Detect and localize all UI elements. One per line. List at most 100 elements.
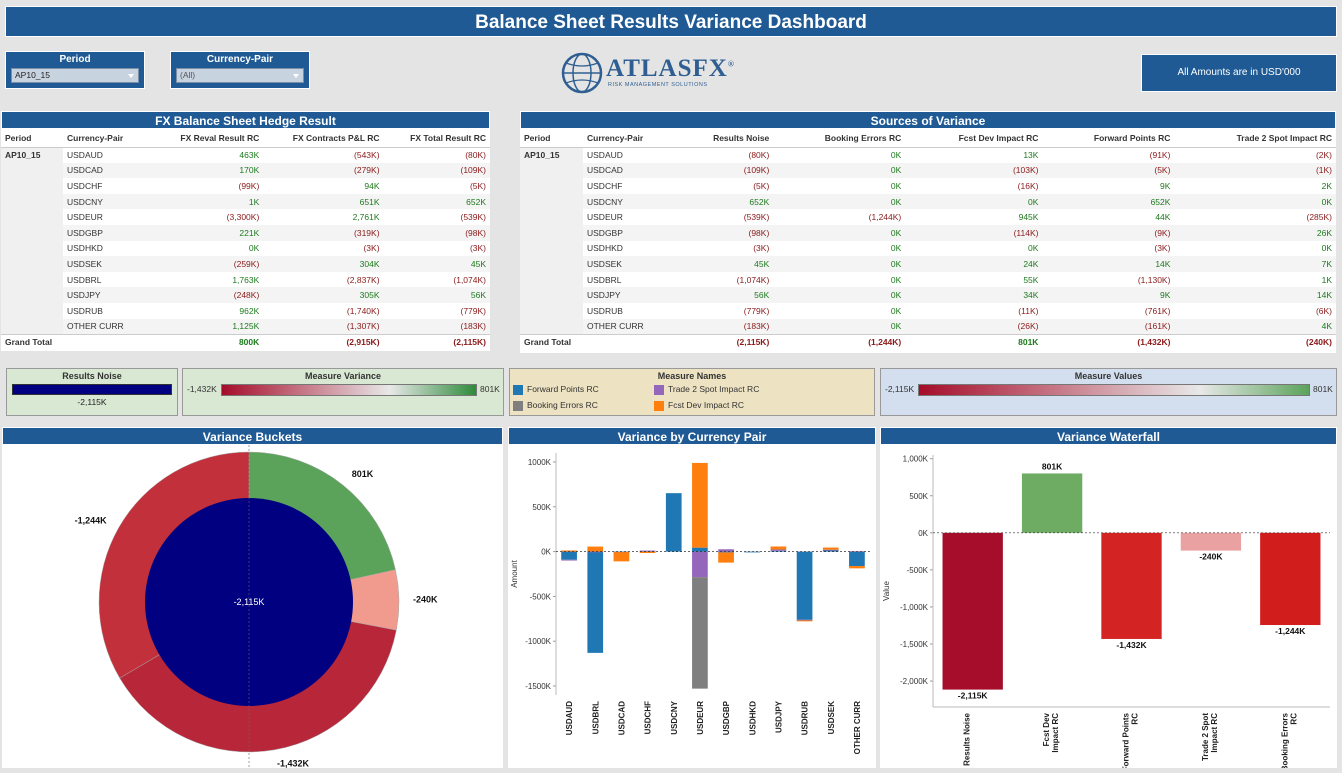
value-cell: 2K (1321, 180, 1332, 191)
grand-total-row[interactable]: Grand Total 800K (2,915K) (2,115K) (1, 333, 490, 350)
donut-slice-label: 801K (352, 469, 374, 479)
x-tick-label: Impact RC (1051, 713, 1060, 753)
measure-variance-gradient[interactable] (221, 384, 477, 396)
table-row[interactable]: USDJPY 56K 0K 34K 9K 14K (520, 287, 1336, 303)
legend-swatch (654, 384, 664, 395)
grand-total-value: 801K (905, 333, 1043, 350)
value-cell: (91K) (1149, 150, 1171, 161)
column-header[interactable]: Period (1, 129, 63, 148)
variance-buckets-panel: Variance Buckets 801K -240K -1,432K -1,244K… (2, 427, 503, 769)
value-cell: 651K (263, 193, 384, 210)
value-cell: 44K (1155, 212, 1171, 223)
bar-segment (665, 493, 682, 552)
bar-segment (822, 547, 839, 550)
x-tick-label: USDAUD (565, 701, 574, 735)
table-row[interactable]: USDHKD 0K (3K) (3K) (1, 241, 490, 257)
waterfall-value-label: -2,115K (958, 691, 989, 701)
currency-pair-filter-label: Currency-Pair (206, 54, 274, 65)
bar-segment (587, 551, 604, 653)
table-row[interactable]: USDGBP 221K (319K) (98K) (1, 224, 490, 241)
bar-segment (613, 552, 630, 562)
bar-segment (770, 546, 787, 550)
table-row[interactable]: USDEUR (3,300K) 2,761K (539K) (1, 209, 490, 225)
table-row[interactable]: USDBRL 1,763K (2,837K) (1,074K) (1, 272, 490, 288)
column-header[interactable]: FX Contracts P&L RC (263, 129, 384, 148)
table-row[interactable]: OTHER CURR 1,125K (1,307K) (183K) (1, 318, 490, 335)
table-row[interactable]: USDRUB 962K (1,740K) (779K) (1, 303, 490, 319)
table-row[interactable]: USDBRL (1,074K) 0K 55K (1,130K) 1K (520, 272, 1336, 288)
legend-item-fcst-dev[interactable]: Fcst Dev Impact RC (654, 400, 744, 411)
value-cell: (98K) (673, 224, 774, 241)
column-header[interactable]: Booking Errors RC (773, 129, 906, 148)
legend-item-label: Forward Points RC (527, 384, 599, 394)
column-header[interactable]: Results Noise (673, 129, 774, 148)
legend-item-trade-2-spot[interactable]: Trade 2 Spot Impact RC (654, 384, 759, 395)
table-row[interactable]: USDCAD (109K) 0K (103K) (5K) (1K) (520, 162, 1336, 179)
table-row[interactable]: AP10_15 USDAUD 463K (543K) (80K) (1, 147, 490, 335)
currency-pair-cell: USDBRL (587, 274, 622, 285)
value-cell: (1,244K) (868, 212, 902, 223)
measure-values-gradient[interactable] (918, 384, 1310, 396)
bar-segment (718, 552, 734, 563)
table-row[interactable]: USDCAD 170K (279K) (109K) (1, 162, 490, 179)
hedge-result-panel: FX Balance Sheet Hedge Result Period Cur… (1, 111, 490, 351)
value-cell: (99K) (238, 180, 260, 191)
table-row[interactable]: USDCNY 652K 0K 0K 652K 0K (520, 193, 1336, 210)
table-row[interactable]: USDCHF (5K) 0K (16K) 9K 2K (520, 178, 1336, 194)
value-cell: (3K) (469, 243, 486, 254)
table-row[interactable]: USDEUR (539K) (1,244K) 945K 44K (285K) (520, 209, 1336, 225)
value-cell: 13K (1023, 150, 1039, 161)
currency-pair-cell: USDSEK (583, 256, 673, 272)
legend-item-booking-errors[interactable]: Booking Errors RC (513, 400, 598, 411)
value-cell: 4K (1174, 318, 1336, 335)
value-cell: 2,761K (352, 212, 380, 223)
value-cell: 0K (1174, 193, 1336, 210)
table-row[interactable]: USDSEK 45K 0K 24K 14K 7K (520, 256, 1336, 272)
column-header[interactable]: FX Reval Result RC (153, 129, 264, 148)
table-row[interactable]: USDRUB (779K) 0K (11K) (761K) (6K) (520, 303, 1336, 319)
table-row[interactable]: OTHER CURR (183K) 0K (26K) (161K) 4K (520, 318, 1336, 335)
y-tick-label: -1000K (525, 637, 551, 646)
currency-pair-cell: USDJPY (63, 287, 153, 303)
grand-total-row[interactable]: Grand Total (2,115K) (1,244K) 801K (1,432K)(… (520, 333, 1336, 350)
x-tick-label: USDGBP (722, 700, 731, 735)
value-cell: (161K) (1042, 318, 1175, 335)
value-cell: 0K (1321, 243, 1332, 254)
column-header[interactable]: Fcst Dev Impact RC (905, 129, 1043, 148)
donut-slice-label: -240K (413, 595, 438, 605)
table-row[interactable]: USDHKD (3K) 0K 0K (3K) 0K (520, 241, 1336, 257)
table-row[interactable]: USDGBP (98K) 0K (114K) (9K) 26K (520, 224, 1336, 241)
grand-total-label: Grand Total (520, 333, 673, 350)
grand-total-label: Grand Total (1, 333, 153, 350)
table-row[interactable]: USDCHF (99K) 94K (5K) (1, 178, 490, 194)
bar-segment (744, 551, 761, 553)
hedge-result-table: Period Currency-Pair FX Reval Result RC … (1, 129, 490, 350)
column-header[interactable]: Currency-Pair (63, 129, 153, 148)
waterfall-bar (1101, 532, 1162, 639)
value-cell: (5K) (469, 180, 486, 191)
table-row[interactable]: USDJPY (248K) 305K 56K (1, 287, 490, 303)
value-cell: (5K) (753, 180, 770, 191)
waterfall-bar (1180, 532, 1242, 551)
x-tick-label: USDJPY (774, 700, 783, 733)
currency-pair-select[interactable]: (All) (176, 68, 304, 83)
x-tick-label: OTHER CURR (853, 701, 862, 755)
x-tick-label: USDRUB (801, 701, 810, 735)
column-header[interactable]: Period (520, 129, 583, 148)
value-cell: 56K (673, 287, 774, 303)
column-header[interactable]: Forward Points RC (1042, 129, 1175, 148)
bar-segment (770, 549, 787, 551)
table-row[interactable]: USDSEK (259K) 304K 45K (1, 256, 490, 272)
column-header[interactable]: Trade 2 Spot Impact RC (1174, 129, 1336, 148)
legend-item-forward-points[interactable]: Forward Points RC (513, 384, 599, 395)
column-header[interactable]: FX Total Result RC (383, 129, 490, 148)
column-header[interactable]: Currency-Pair (583, 129, 673, 148)
value-cell: 7K (1174, 256, 1336, 272)
period-select-value: AP10_15 (15, 70, 50, 80)
table-row[interactable]: AP10_15 USDAUD (80K) 0K 13K (91K) (2K) (520, 147, 1336, 335)
period-select[interactable]: AP10_15 (11, 68, 139, 83)
legend-item-label: Booking Errors RC (527, 400, 598, 410)
period-cell: AP10_15 (1, 147, 63, 335)
value-cell: (539K) (460, 212, 486, 223)
table-row[interactable]: USDCNY 1K 651K 652K (1, 193, 490, 210)
